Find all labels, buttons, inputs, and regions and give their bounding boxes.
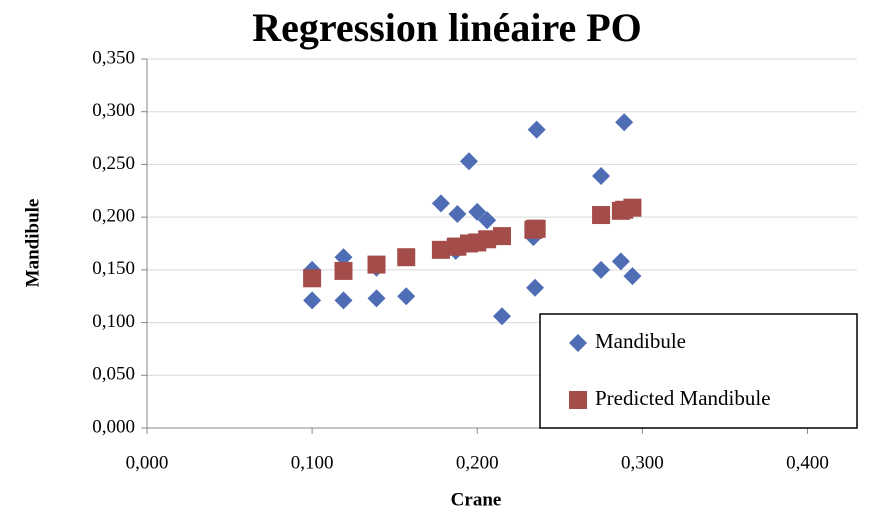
chart-title: Regression linéaire PO [252,5,642,50]
point [478,230,497,249]
point [493,227,511,246]
point [431,240,450,259]
legend-marker [569,334,587,352]
point [431,194,450,213]
point [526,278,545,297]
point [493,307,511,326]
y-tick-label: 0,100 [92,311,135,332]
point [334,248,353,267]
point [367,255,386,274]
x-tick-label: 0,200 [456,452,499,473]
legend-marker [569,391,587,409]
x-tick-label: 0,000 [126,452,169,473]
point [459,152,478,171]
point [611,252,630,271]
point [527,120,546,139]
x-tick-label: 0,100 [291,452,334,473]
legend-box [539,313,858,429]
y-tick-label: 0,350 [92,47,135,68]
point [592,260,611,279]
y-tick-label: 0,050 [92,364,135,385]
point [478,211,497,230]
y-tick-label: 0,000 [92,416,135,437]
y-tick-label: 0,200 [92,206,135,227]
y-tick-label: 0,300 [92,100,135,121]
point [397,248,416,267]
legend-label: Predicted Mandibule [595,386,771,410]
point [623,198,642,217]
y-tick-label: 0,150 [92,258,135,279]
x-tick-label: 0,400 [786,452,829,473]
y-tick-label: 0,250 [92,153,135,174]
point [303,291,322,310]
point [526,219,545,238]
point [468,202,487,221]
point [334,261,353,280]
point [448,204,467,223]
y-axis-label: Mandibule [22,199,43,288]
x-tick-label: 0,300 [621,452,664,473]
point [615,113,634,132]
point [367,289,386,308]
point [592,167,611,186]
point [397,287,416,306]
legend-label: Mandibule [595,329,686,353]
point [303,269,322,288]
point [623,267,642,286]
x-axis-label: Crane [451,489,502,510]
point [592,206,611,225]
point [334,291,353,310]
